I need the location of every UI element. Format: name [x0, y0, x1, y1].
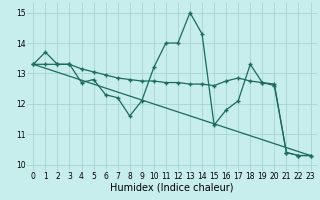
X-axis label: Humidex (Indice chaleur): Humidex (Indice chaleur) [110, 183, 234, 193]
